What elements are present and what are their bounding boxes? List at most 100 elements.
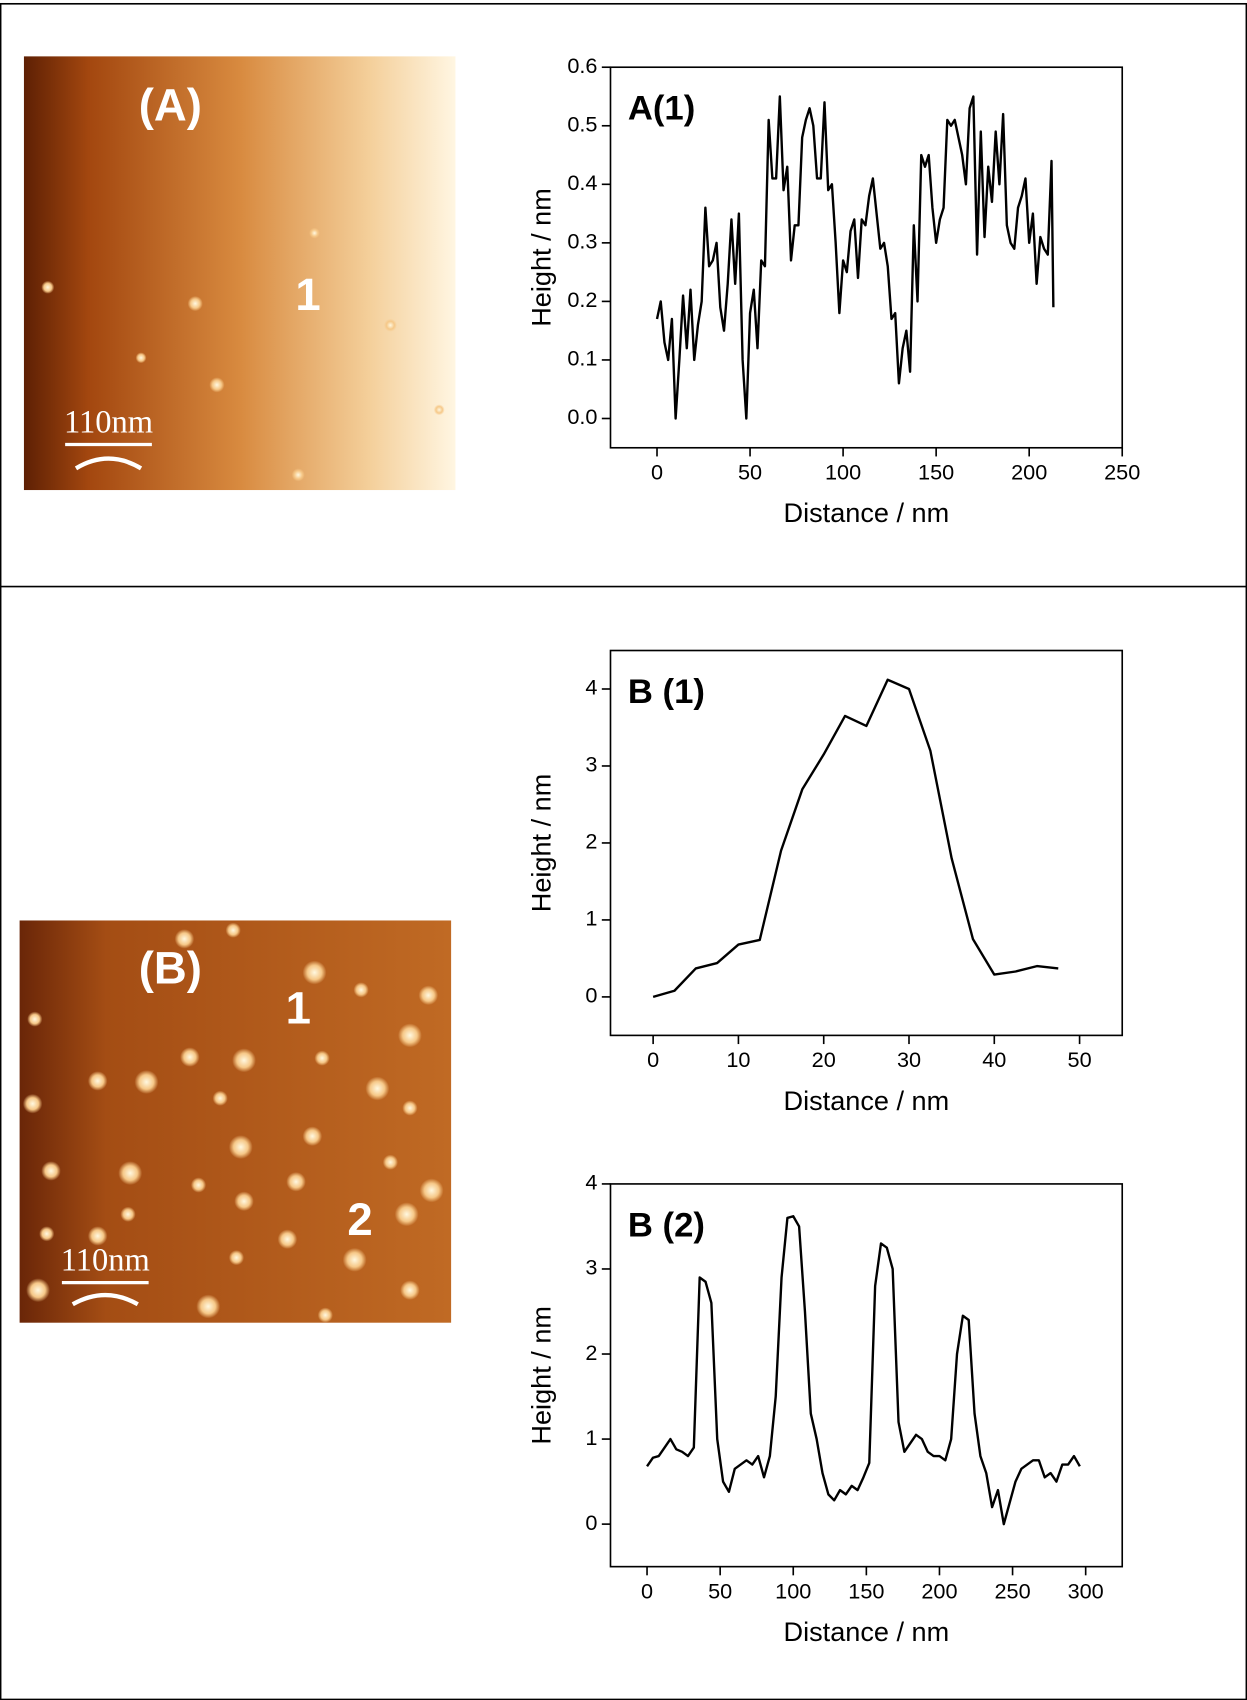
particle — [118, 1161, 143, 1186]
y-tick-label: 4 — [585, 1170, 597, 1195]
x-tick-label: 150 — [918, 460, 954, 485]
particle — [383, 318, 397, 332]
particle — [400, 1280, 420, 1300]
particle — [342, 1247, 367, 1272]
x-tick-label: 20 — [812, 1047, 836, 1072]
y-tick-label: 4 — [585, 675, 597, 700]
y-tick-label: 0 — [585, 983, 597, 1008]
plot-frame — [609, 66, 1124, 449]
profile-line — [652, 678, 1059, 999]
x-tick-label: 30 — [897, 1047, 921, 1072]
particle — [394, 1202, 419, 1227]
particle — [291, 468, 305, 482]
particle — [120, 1206, 136, 1222]
x-tick-label: 150 — [848, 1578, 884, 1603]
afm-image-b: (B) 1 2 110nm — [19, 920, 452, 1323]
image-marker: 2 — [347, 1194, 372, 1245]
scale-bar-label: 110nm — [61, 1243, 150, 1279]
particle — [196, 1294, 221, 1319]
particle — [41, 280, 55, 294]
x-tick-label: 0 — [651, 460, 663, 485]
particle — [418, 985, 439, 1006]
x-axis-label: Distance / nm — [784, 1616, 950, 1647]
profile-line — [646, 1215, 1081, 1526]
x-tick-label: 0 — [641, 1578, 653, 1603]
particle — [87, 1226, 108, 1246]
y-tick-label: 0.4 — [567, 170, 597, 195]
y-tick-label: 0.3 — [567, 229, 597, 254]
x-tick-label: 200 — [1011, 460, 1047, 485]
y-tick-label: 1 — [585, 906, 597, 931]
particle — [209, 377, 225, 393]
particle — [187, 295, 203, 312]
image-marker: 1 — [295, 269, 320, 320]
x-tick-label: 250 — [994, 1578, 1030, 1603]
particle — [353, 982, 369, 998]
y-tick-label: 0 — [585, 1510, 597, 1535]
particle — [225, 922, 241, 938]
scale-arc — [74, 456, 143, 471]
y-tick-label: 3 — [585, 752, 597, 777]
particle — [232, 1048, 256, 1073]
particles — [22, 922, 444, 1323]
particle — [212, 1090, 228, 1106]
particle — [180, 1047, 200, 1067]
image-label: (A) — [139, 79, 202, 130]
particle — [41, 1161, 61, 1181]
y-tick-label: 3 — [585, 1255, 597, 1280]
image-label: (B) — [139, 942, 202, 993]
particle — [397, 1023, 422, 1048]
particle — [302, 960, 327, 985]
chart-title: B (2) — [628, 1206, 705, 1244]
y-axis-label: Height / nm — [525, 1306, 556, 1445]
scale-bar-label: 110nm — [64, 404, 153, 440]
particle — [302, 1126, 323, 1146]
profile-line — [655, 95, 1055, 420]
y-tick-label: 0.1 — [567, 346, 597, 371]
x-axis-label: Distance / nm — [784, 1085, 950, 1116]
particle — [402, 1100, 418, 1116]
particle — [26, 1278, 50, 1303]
particle — [382, 1154, 398, 1170]
y-axis-label: Height / nm — [525, 188, 556, 327]
particle — [286, 1172, 306, 1192]
x-tick-label: 250 — [1104, 460, 1140, 485]
particle — [228, 1250, 245, 1266]
particle — [314, 1050, 330, 1066]
y-tick-label: 0.2 — [567, 287, 597, 312]
particle — [365, 1076, 390, 1101]
x-tick-label: 50 — [738, 460, 762, 485]
particle — [174, 929, 195, 949]
particle — [87, 1071, 108, 1091]
image — [23, 56, 456, 491]
y-tick-label: 2 — [585, 829, 597, 854]
particle — [309, 227, 320, 239]
x-tick-label: 100 — [775, 1578, 811, 1603]
x-tick-label: 300 — [1068, 1578, 1104, 1603]
x-tick-label: 40 — [982, 1047, 1006, 1072]
chart-title: B (1) — [628, 673, 705, 711]
x-tick-label: 10 — [726, 1047, 750, 1072]
scale-arc — [71, 1293, 139, 1307]
particle — [134, 1070, 159, 1094]
particle — [419, 1178, 444, 1203]
x-tick-label: 50 — [708, 1578, 732, 1603]
particles — [41, 227, 445, 482]
y-tick-label: 0.6 — [567, 53, 597, 78]
x-tick-label: 50 — [1068, 1047, 1092, 1072]
particle — [317, 1307, 333, 1323]
particle — [135, 352, 147, 364]
particle — [433, 404, 445, 416]
particle — [190, 1177, 207, 1193]
y-tick-label: 1 — [585, 1425, 597, 1450]
particle — [39, 1226, 55, 1242]
x-tick-label: 0 — [647, 1047, 659, 1072]
particle — [27, 1011, 43, 1027]
particle — [22, 1093, 43, 1114]
y-tick-label: 0.0 — [567, 404, 597, 429]
x-axis-label: Distance / nm — [784, 497, 950, 528]
particle — [234, 1191, 254, 1212]
